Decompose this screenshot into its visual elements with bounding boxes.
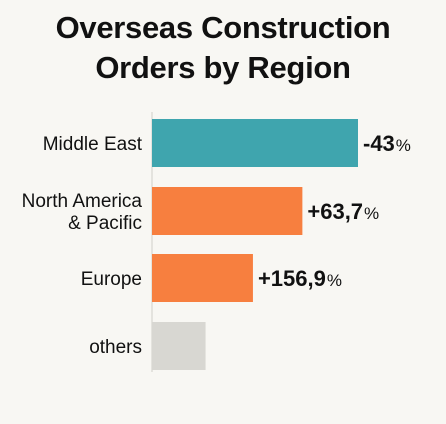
bar-1	[152, 187, 303, 235]
chart-title-line-2: Orders by Region	[95, 50, 351, 85]
data-label-0: -43%	[363, 131, 411, 156]
data-label-1: +63,7%	[307, 199, 379, 224]
category-label-2-0: Europe	[81, 269, 142, 290]
chart-title-line-1: Overseas Construction	[55, 10, 391, 45]
category-label-0-0: Middle East	[43, 134, 143, 155]
bar-3	[152, 322, 206, 370]
bar-2	[152, 254, 253, 302]
category-label-3-0: others	[89, 337, 142, 358]
bar-0	[152, 119, 358, 167]
chart-title: Overseas Construction Orders by Region	[0, 8, 446, 88]
data-label-2: +156,9%	[258, 266, 342, 291]
category-label-1-1: & Pacific	[68, 213, 142, 234]
category-label-1-0: North America	[22, 191, 143, 212]
